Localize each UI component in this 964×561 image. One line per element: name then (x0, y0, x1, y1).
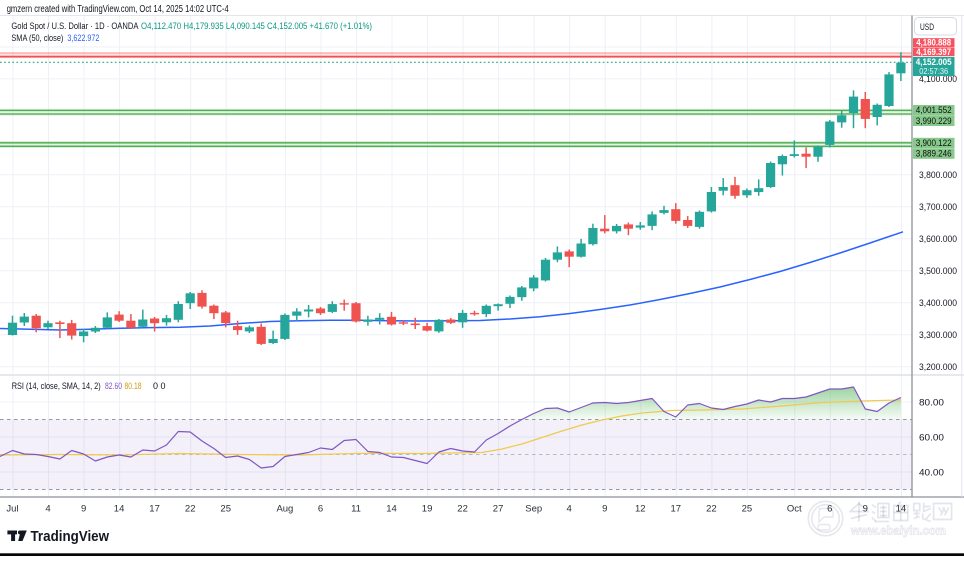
svg-text:0: 0 (161, 381, 166, 391)
svg-text:11: 11 (351, 504, 361, 515)
svg-text:O4,112.470 H4,179.935 L4,090: O4,112.470 H4,179.935 L4,090.145 C4,152.… (141, 21, 372, 32)
svg-text:02:57:36: 02:57:36 (919, 66, 948, 76)
svg-text:19: 19 (422, 504, 433, 515)
svg-text:27: 27 (493, 504, 504, 515)
svg-text:4: 4 (567, 504, 572, 515)
svg-text:80.00: 80.00 (919, 397, 944, 408)
svg-text:25: 25 (220, 504, 231, 515)
svg-text:3,889.246: 3,889.246 (916, 149, 952, 160)
svg-text:22: 22 (706, 504, 717, 515)
svg-text:9: 9 (602, 504, 607, 515)
svg-text:25: 25 (742, 504, 753, 515)
svg-text:4,001.552: 4,001.552 (916, 105, 952, 116)
svg-text:4,169.397: 4,169.397 (916, 47, 951, 58)
svg-text:www.ebaiyin.com: www.ebaiyin.com (850, 524, 946, 538)
svg-text:6: 6 (827, 504, 832, 515)
svg-text:3,300.000: 3,300.000 (919, 330, 957, 341)
svg-text:14: 14 (114, 504, 125, 515)
svg-text:3,800.000: 3,800.000 (919, 170, 957, 181)
svg-text:RSI (14, close, SMA, 14, 2): RSI (14, close, SMA, 14, 2) (12, 381, 101, 392)
svg-text:17: 17 (149, 504, 160, 515)
svg-text:82.60: 82.60 (105, 381, 122, 392)
svg-text:14: 14 (386, 504, 397, 515)
svg-text:6: 6 (318, 504, 323, 515)
svg-text:Oct: Oct (787, 504, 802, 515)
svg-text:9: 9 (81, 504, 86, 515)
svg-text:9: 9 (863, 504, 868, 515)
svg-text:22: 22 (457, 504, 468, 515)
svg-text:gmzern created with TradingVie: gmzern created with TradingView.com, Oct… (7, 4, 229, 15)
svg-text:USD: USD (920, 22, 934, 33)
svg-text:4,180.888: 4,180.888 (916, 38, 951, 49)
svg-text:80.18: 80.18 (125, 381, 142, 392)
svg-text:4,152.005: 4,152.005 (916, 57, 953, 68)
svg-text:4,100.000: 4,100.000 (919, 74, 957, 85)
svg-text:SMA (50, close): SMA (50, close) (11, 33, 63, 44)
svg-text:3,622.972: 3,622.972 (67, 33, 99, 44)
svg-text:TradingView: TradingView (31, 529, 110, 545)
svg-text:3,200.000: 3,200.000 (919, 362, 957, 373)
svg-text:4: 4 (45, 504, 50, 515)
svg-text:3,500.000: 3,500.000 (919, 266, 957, 277)
svg-text:12: 12 (635, 504, 646, 515)
svg-text:14: 14 (896, 504, 907, 515)
svg-text:3,990.229: 3,990.229 (916, 116, 952, 127)
svg-text:3,400.000: 3,400.000 (919, 298, 957, 309)
svg-text:17: 17 (671, 504, 682, 515)
svg-text:3,900.122: 3,900.122 (916, 138, 952, 149)
svg-text:3,600.000: 3,600.000 (919, 234, 957, 245)
svg-text:Gold Spot / U.S. Dollar · 1D ·: Gold Spot / U.S. Dollar · 1D · OANDA (11, 21, 139, 32)
svg-text:3,700.000: 3,700.000 (919, 202, 957, 213)
svg-text:Sep: Sep (525, 504, 542, 515)
svg-text:Aug: Aug (276, 504, 293, 515)
svg-text:Jul: Jul (6, 504, 18, 515)
svg-text:22: 22 (185, 504, 196, 515)
svg-text:60.00: 60.00 (919, 432, 944, 443)
svg-text:40.00: 40.00 (919, 467, 944, 478)
svg-text:0: 0 (153, 381, 158, 391)
